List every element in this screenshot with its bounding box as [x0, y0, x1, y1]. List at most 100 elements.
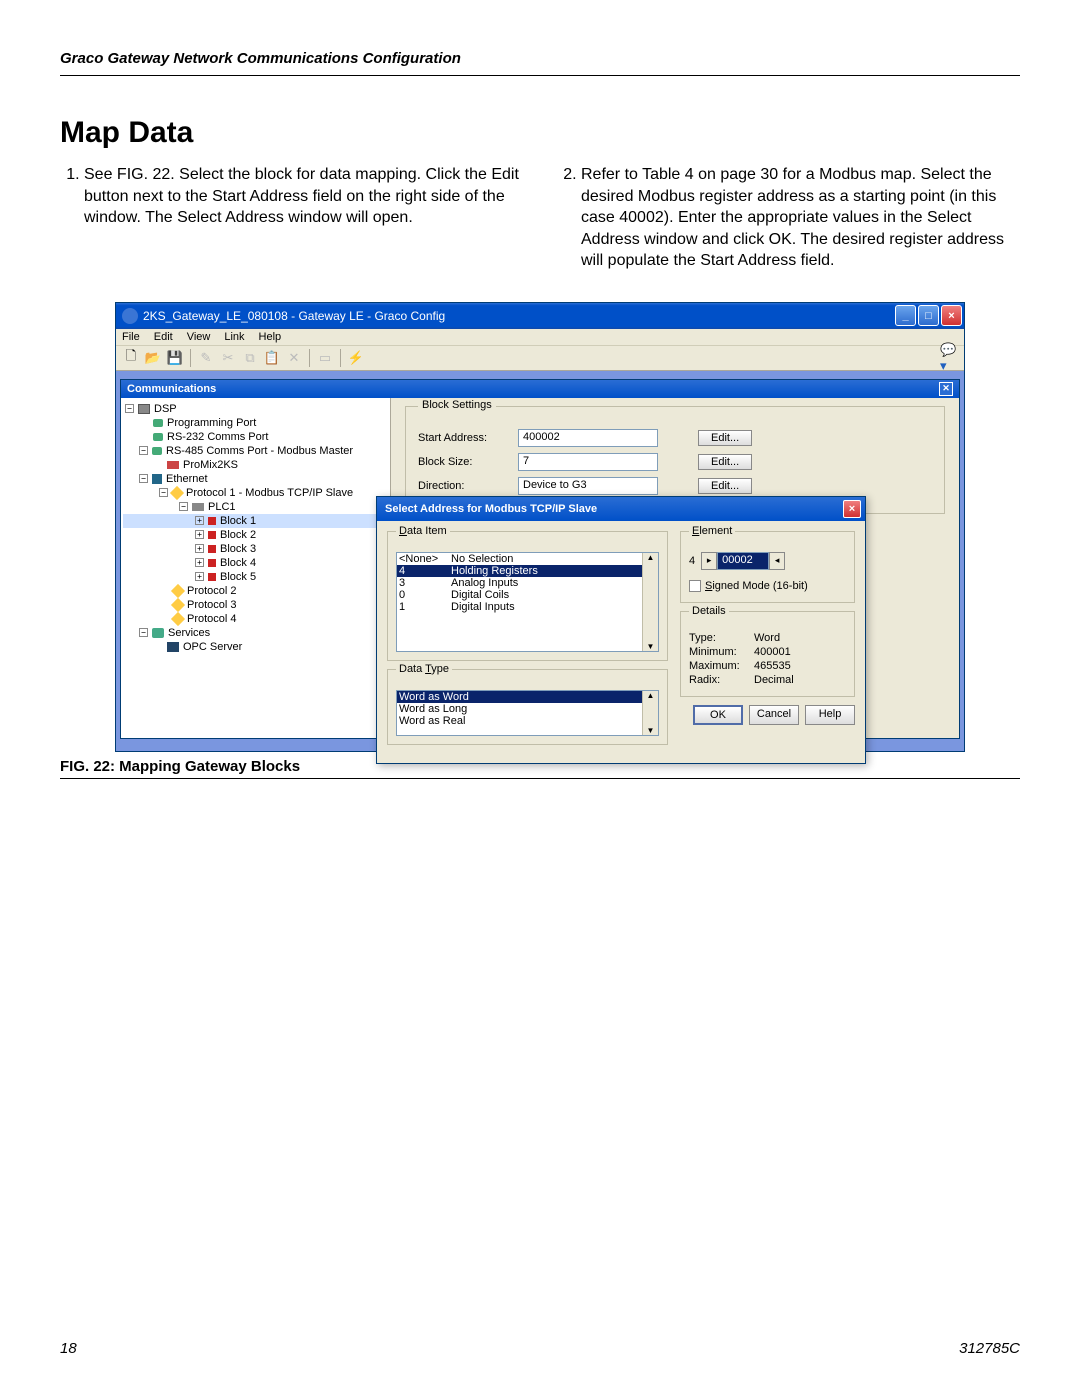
expand-icon[interactable]: +: [195, 530, 204, 539]
list-item[interactable]: 3 Analog Inputs: [397, 577, 658, 589]
collapse-icon[interactable]: −: [179, 502, 188, 511]
dialog-close-button[interactable]: ×: [843, 500, 861, 518]
select-address-dialog: Select Address for Modbus TCP/IP Slave ×…: [376, 496, 866, 764]
step-up-button[interactable]: ◂: [769, 552, 785, 570]
paste-icon[interactable]: 📋: [263, 349, 281, 367]
protocol-icon: [171, 612, 185, 626]
open-icon[interactable]: 📂: [144, 349, 162, 367]
data-item-listbox[interactable]: <None> No Selection 4 Holding Registers …: [396, 552, 659, 652]
element-prefix: 4: [689, 555, 695, 567]
window-icon[interactable]: ▭: [316, 349, 334, 367]
tree-rs232[interactable]: RS-232 Comms Port: [123, 430, 388, 444]
element-value-input[interactable]: 00002: [717, 552, 769, 570]
save-icon[interactable]: 💾: [166, 349, 184, 367]
help-button[interactable]: Help: [805, 705, 855, 725]
start-address-label: Start Address:: [418, 432, 508, 444]
signed-mode-checkbox[interactable]: [689, 580, 701, 592]
tree-block1[interactable]: + Block 1: [123, 514, 388, 528]
data-type-listbox[interactable]: Word as Word Word as Long Word as Real ▲…: [396, 690, 659, 736]
tree-block4[interactable]: + Block 4: [123, 556, 388, 570]
block-icon: [208, 531, 216, 539]
list-item[interactable]: 4 Holding Registers: [397, 565, 658, 577]
list-item[interactable]: 0 Digital Coils: [397, 589, 658, 601]
expand-icon[interactable]: +: [195, 516, 204, 525]
menu-view[interactable]: View: [187, 331, 211, 343]
list-item[interactable]: <None> No Selection: [397, 553, 658, 565]
menu-edit[interactable]: Edit: [154, 331, 173, 343]
expand-icon[interactable]: +: [195, 558, 204, 567]
separator: [309, 349, 310, 367]
page-number: 18: [60, 1340, 77, 1357]
edit-direction-button[interactable]: Edit...: [698, 478, 752, 494]
tree-proto3[interactable]: Protocol 3: [123, 598, 388, 612]
tree-plc1[interactable]: − PLC1: [123, 500, 388, 514]
step-down-button[interactable]: ▸: [701, 552, 717, 570]
panel-close-icon[interactable]: ✕: [939, 382, 953, 396]
block-icon: [208, 545, 216, 553]
collapse-icon[interactable]: −: [159, 488, 168, 497]
direction-input[interactable]: Device to G3: [518, 477, 658, 495]
ok-button[interactable]: OK: [693, 705, 743, 725]
edit-icon[interactable]: ✎: [197, 349, 215, 367]
step-1: See FIG. 22. Select the block for data m…: [84, 164, 523, 229]
tree-prog-port[interactable]: Programming Port: [123, 416, 388, 430]
page-header: Graco Gateway Network Communications Con…: [60, 50, 1020, 67]
collapse-icon[interactable]: −: [139, 474, 148, 483]
tree-proto1[interactable]: − Protocol 1 - Modbus TCP/IP Slave: [123, 486, 388, 500]
tree-rs485[interactable]: − RS-485 Comms Port - Modbus Master: [123, 444, 388, 458]
close-button[interactable]: ×: [941, 305, 962, 326]
port-icon: [152, 447, 162, 455]
tree-ethernet[interactable]: − Ethernet: [123, 472, 388, 486]
device-icon: [167, 461, 179, 469]
tree-dsp[interactable]: − DSP: [123, 402, 388, 416]
collapse-icon[interactable]: −: [139, 446, 148, 455]
collapse-icon[interactable]: −: [139, 628, 148, 637]
list-item[interactable]: Word as Long: [397, 703, 658, 715]
edit-block-size-button[interactable]: Edit...: [698, 454, 752, 470]
list-item[interactable]: Word as Real: [397, 715, 658, 727]
data-type-legend: Data Type: [396, 663, 452, 675]
delete-icon[interactable]: ✕: [285, 349, 303, 367]
tree-promix[interactable]: ProMix2KS: [123, 458, 388, 472]
menu-link[interactable]: Link: [224, 331, 244, 343]
maximize-button[interactable]: □: [918, 305, 939, 326]
scrollbar[interactable]: ▲▼: [642, 553, 658, 651]
direction-label: Direction:: [418, 480, 508, 492]
tree-services[interactable]: − Services: [123, 626, 388, 640]
tree-block3[interactable]: + Block 3: [123, 542, 388, 556]
doc-number: 312785C: [959, 1340, 1020, 1357]
scrollbar[interactable]: ▲▼: [642, 691, 658, 735]
block-icon: [208, 559, 216, 567]
minimize-button[interactable]: _: [895, 305, 916, 326]
page-title: Map Data: [60, 116, 1020, 150]
tree-block5[interactable]: + Block 5: [123, 570, 388, 584]
type-value: Word: [754, 632, 780, 644]
menu-file[interactable]: File: [122, 331, 140, 343]
app-titlebar: 2KS_Gateway_LE_080108 - Gateway LE - Gra…: [116, 303, 964, 329]
copy-icon[interactable]: ⧉: [241, 349, 259, 367]
tree-opc[interactable]: OPC Server: [123, 640, 388, 654]
tree-block2[interactable]: + Block 2: [123, 528, 388, 542]
cancel-button[interactable]: Cancel: [749, 705, 799, 725]
expand-icon[interactable]: +: [195, 572, 204, 581]
block-size-input[interactable]: 7: [518, 453, 658, 471]
data-item-group: Data Item <None> No Selection 4 Holding …: [387, 531, 668, 661]
start-address-input[interactable]: 400002: [518, 429, 658, 447]
tree-proto2[interactable]: Protocol 2: [123, 584, 388, 598]
collapse-icon[interactable]: −: [125, 404, 134, 413]
tree-proto4[interactable]: Protocol 4: [123, 612, 388, 626]
list-item[interactable]: 1 Digital Inputs: [397, 601, 658, 613]
element-legend: Element: [689, 525, 735, 537]
new-icon[interactable]: 🗋: [122, 349, 140, 367]
services-icon: [152, 628, 164, 638]
cut-icon[interactable]: ✂: [219, 349, 237, 367]
lightning-icon[interactable]: ⚡: [347, 349, 365, 367]
balloon-icon[interactable]: 💬 ▾: [940, 349, 958, 367]
list-item[interactable]: Word as Word: [397, 691, 658, 703]
menu-help[interactable]: Help: [259, 331, 282, 343]
comm-panel-title: Communications: [127, 383, 216, 395]
edit-start-address-button[interactable]: Edit...: [698, 430, 752, 446]
menubar: File Edit View Link Help: [116, 329, 964, 346]
expand-icon[interactable]: +: [195, 544, 204, 553]
block-icon: [208, 573, 216, 581]
